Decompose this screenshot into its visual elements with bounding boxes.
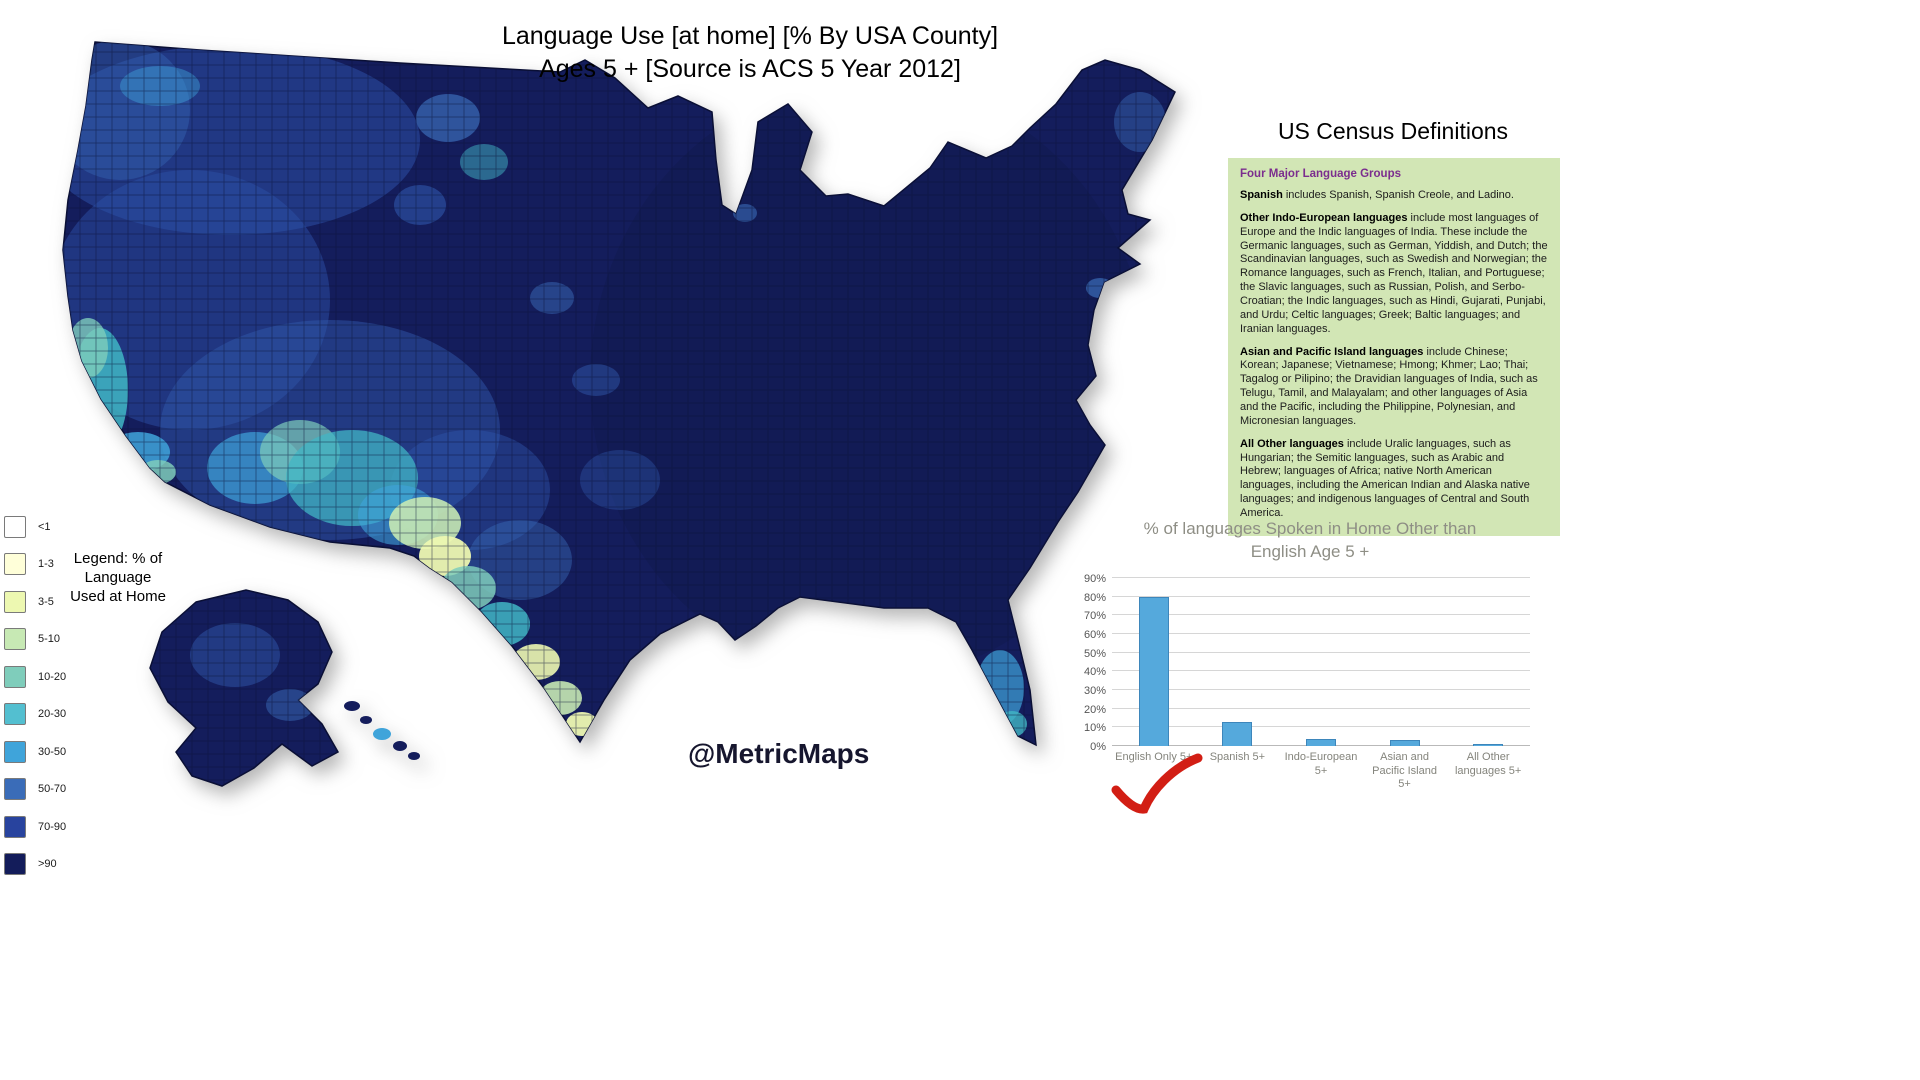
- legend-swatch: [4, 628, 26, 651]
- y-tick-label: 80%: [1083, 591, 1106, 604]
- chart-xlabels: English Only 5+ Spanish 5+ Indo-European 5…: [1112, 751, 1530, 792]
- definition-paragraph: Other Indo-European languages include mo…: [1240, 211, 1548, 335]
- bar-All Other languages 5+: [1473, 744, 1504, 746]
- bar-English Only 5+: [1138, 596, 1169, 746]
- legend-item: 30-50: [4, 733, 66, 771]
- legend-swatch: [4, 665, 26, 688]
- definition-paragraph: Spanish includes Spanish, Spanish Creole…: [1240, 189, 1514, 201]
- legend-label: 1-3: [38, 558, 54, 571]
- legend-item: 3-5: [4, 583, 66, 621]
- legend-label: 70-90: [38, 820, 67, 833]
- bar-slot: [1112, 578, 1196, 746]
- y-tick-label: 50%: [1083, 647, 1106, 660]
- legend-item: 50-70: [4, 771, 66, 809]
- bar-chart: % of languages Spoken in Home Other than…: [1060, 518, 1560, 792]
- y-tick-label: 70%: [1083, 610, 1106, 623]
- legend-item: 5-10: [4, 621, 66, 659]
- legend-label: 20-30: [38, 708, 67, 721]
- gridline: [1112, 688, 1530, 690]
- legend-item: 20-30: [4, 696, 66, 734]
- bar-Asian and Pacific Island 5+: [1389, 739, 1420, 746]
- legend-caption: Legend: % of Language Used at Home: [70, 550, 166, 605]
- gridline: [1112, 670, 1530, 672]
- chart-plot: 0% 10% 20% 30% 40% 50% 60% 70% 80% 90%: [1084, 573, 1530, 753]
- bar-label: Spanish 5+: [1209, 750, 1266, 763]
- bar-slot: [1196, 578, 1280, 746]
- legend-label: 10-20: [38, 670, 67, 683]
- bar-label: Asian and Pacific Island 5+: [1372, 750, 1437, 791]
- bar-Spanish 5+: [1222, 721, 1253, 746]
- gridline: [1112, 651, 1530, 653]
- legend-swatch: [4, 515, 26, 538]
- bar-label: Indo-European 5+: [1284, 750, 1358, 777]
- y-tick-label: 0%: [1090, 740, 1106, 753]
- map-title: Language Use [at home] [% By USA County]…: [400, 20, 1100, 85]
- chart-title-line2: English Age 5 +: [1250, 541, 1370, 561]
- legend-label: <1: [38, 520, 51, 533]
- y-tick-label: 20%: [1083, 703, 1106, 716]
- legend-item: 70-90: [4, 808, 66, 846]
- legend-label: 30-50: [38, 745, 67, 758]
- bar-label: All Other languages 5+: [1454, 750, 1522, 777]
- legend-swatch: [4, 740, 26, 763]
- census-definitions-panel: Four Major Language Groups Spanish inclu…: [1228, 158, 1560, 536]
- legend-label: >90: [38, 858, 57, 871]
- checkmark-icon: [1111, 753, 1203, 814]
- gridline: [1112, 707, 1530, 709]
- definition-paragraph: All Other languages include Uralic langu…: [1240, 437, 1530, 520]
- county-shading: [63, 42, 1175, 786]
- legend-item: 1-3: [4, 546, 66, 584]
- hawaii-islands: [344, 701, 420, 760]
- legend-item: 10-20: [4, 658, 66, 696]
- definitions-paragraphs: Spanish includes Spanish, Spanish Creole…: [1240, 189, 1548, 521]
- legend-label: 50-70: [38, 783, 67, 796]
- legend-items: <1 1-3 3-5 5-10 10-20 20-30 30-50 50-70 70-90 >90: [4, 508, 66, 883]
- legend-label: 5-10: [38, 633, 61, 646]
- legend-swatch: [4, 553, 26, 576]
- legend-swatch: [4, 778, 26, 801]
- bar-slot: [1446, 578, 1530, 746]
- bar-label: English Only 5+: [1115, 750, 1193, 763]
- chart-title: % of languages Spoken in Home Other than…: [1060, 518, 1560, 564]
- legend-item: <1: [4, 508, 66, 546]
- y-tick-label: 90%: [1083, 572, 1106, 585]
- definitions-subheading: Four Major Language Groups: [1240, 168, 1402, 180]
- watermark: @MetricMaps: [688, 738, 870, 769]
- gridline: [1112, 726, 1530, 728]
- gridline: [1112, 595, 1530, 597]
- bar-slot: [1363, 578, 1447, 746]
- legend-swatch: [4, 703, 26, 726]
- legend-swatch: [4, 590, 26, 613]
- y-tick-label: 40%: [1083, 666, 1106, 679]
- definition-paragraph: Asian and Pacific Island languages inclu…: [1240, 345, 1538, 427]
- gridline: [1112, 576, 1530, 578]
- chart-title-line1: % of languages Spoken in Home Other than: [1143, 519, 1477, 538]
- map-title-line2: Ages 5 + [Source is ACS 5 Year 2012]: [539, 54, 961, 83]
- legend-label: 3-5: [38, 595, 54, 608]
- legend-swatch: [4, 815, 26, 838]
- chart-bars: [1112, 578, 1530, 746]
- legend: <1 1-3 3-5 5-10 10-20 20-30 30-50 50-70 70-90 >90: [4, 508, 66, 883]
- gridline: [1112, 632, 1530, 634]
- y-tick-label: 60%: [1083, 628, 1106, 641]
- census-definitions-heading: US Census Definitions: [1277, 118, 1509, 144]
- legend-swatch: [4, 853, 26, 876]
- bar-slot: [1279, 578, 1363, 746]
- map-landmass: [62, 41, 1176, 787]
- map-title-line1: Language Use [at home] [% By USA County]: [501, 22, 999, 50]
- gridline: [1112, 614, 1530, 616]
- y-tick-label: 30%: [1083, 684, 1106, 697]
- legend-item: >90: [4, 846, 66, 884]
- y-tick-label: 10%: [1083, 722, 1106, 735]
- bar-Indo-European 5+: [1305, 738, 1336, 746]
